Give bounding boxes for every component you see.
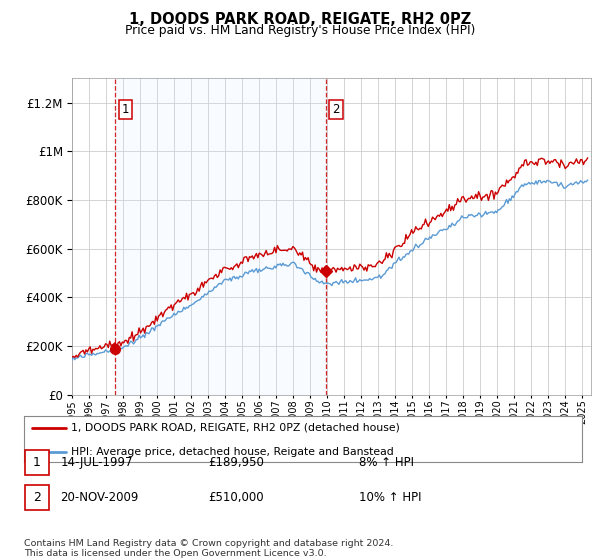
Text: 1: 1: [122, 102, 130, 116]
Text: 1: 1: [33, 456, 41, 469]
Text: 1, DOODS PARK ROAD, REIGATE, RH2 0PZ (detached house): 1, DOODS PARK ROAD, REIGATE, RH2 0PZ (de…: [71, 423, 400, 432]
Text: 1, DOODS PARK ROAD, REIGATE, RH2 0PZ: 1, DOODS PARK ROAD, REIGATE, RH2 0PZ: [129, 12, 471, 27]
Text: £189,950: £189,950: [208, 456, 264, 469]
Text: HPI: Average price, detached house, Reigate and Banstead: HPI: Average price, detached house, Reig…: [71, 447, 394, 457]
Text: 14-JUL-1997: 14-JUL-1997: [60, 456, 133, 469]
Text: 2: 2: [332, 102, 340, 116]
Text: 2: 2: [33, 491, 41, 505]
Text: Contains HM Land Registry data © Crown copyright and database right 2024.
This d: Contains HM Land Registry data © Crown c…: [24, 539, 394, 558]
Text: Price paid vs. HM Land Registry's House Price Index (HPI): Price paid vs. HM Land Registry's House …: [125, 24, 475, 36]
FancyBboxPatch shape: [25, 450, 49, 475]
Bar: [115, 78, 326, 395]
Text: 10% ↑ HPI: 10% ↑ HPI: [359, 491, 421, 505]
Text: 8% ↑ HPI: 8% ↑ HPI: [359, 456, 414, 469]
FancyBboxPatch shape: [25, 486, 49, 510]
Text: 20-NOV-2009: 20-NOV-2009: [60, 491, 139, 505]
Text: £510,000: £510,000: [208, 491, 264, 505]
